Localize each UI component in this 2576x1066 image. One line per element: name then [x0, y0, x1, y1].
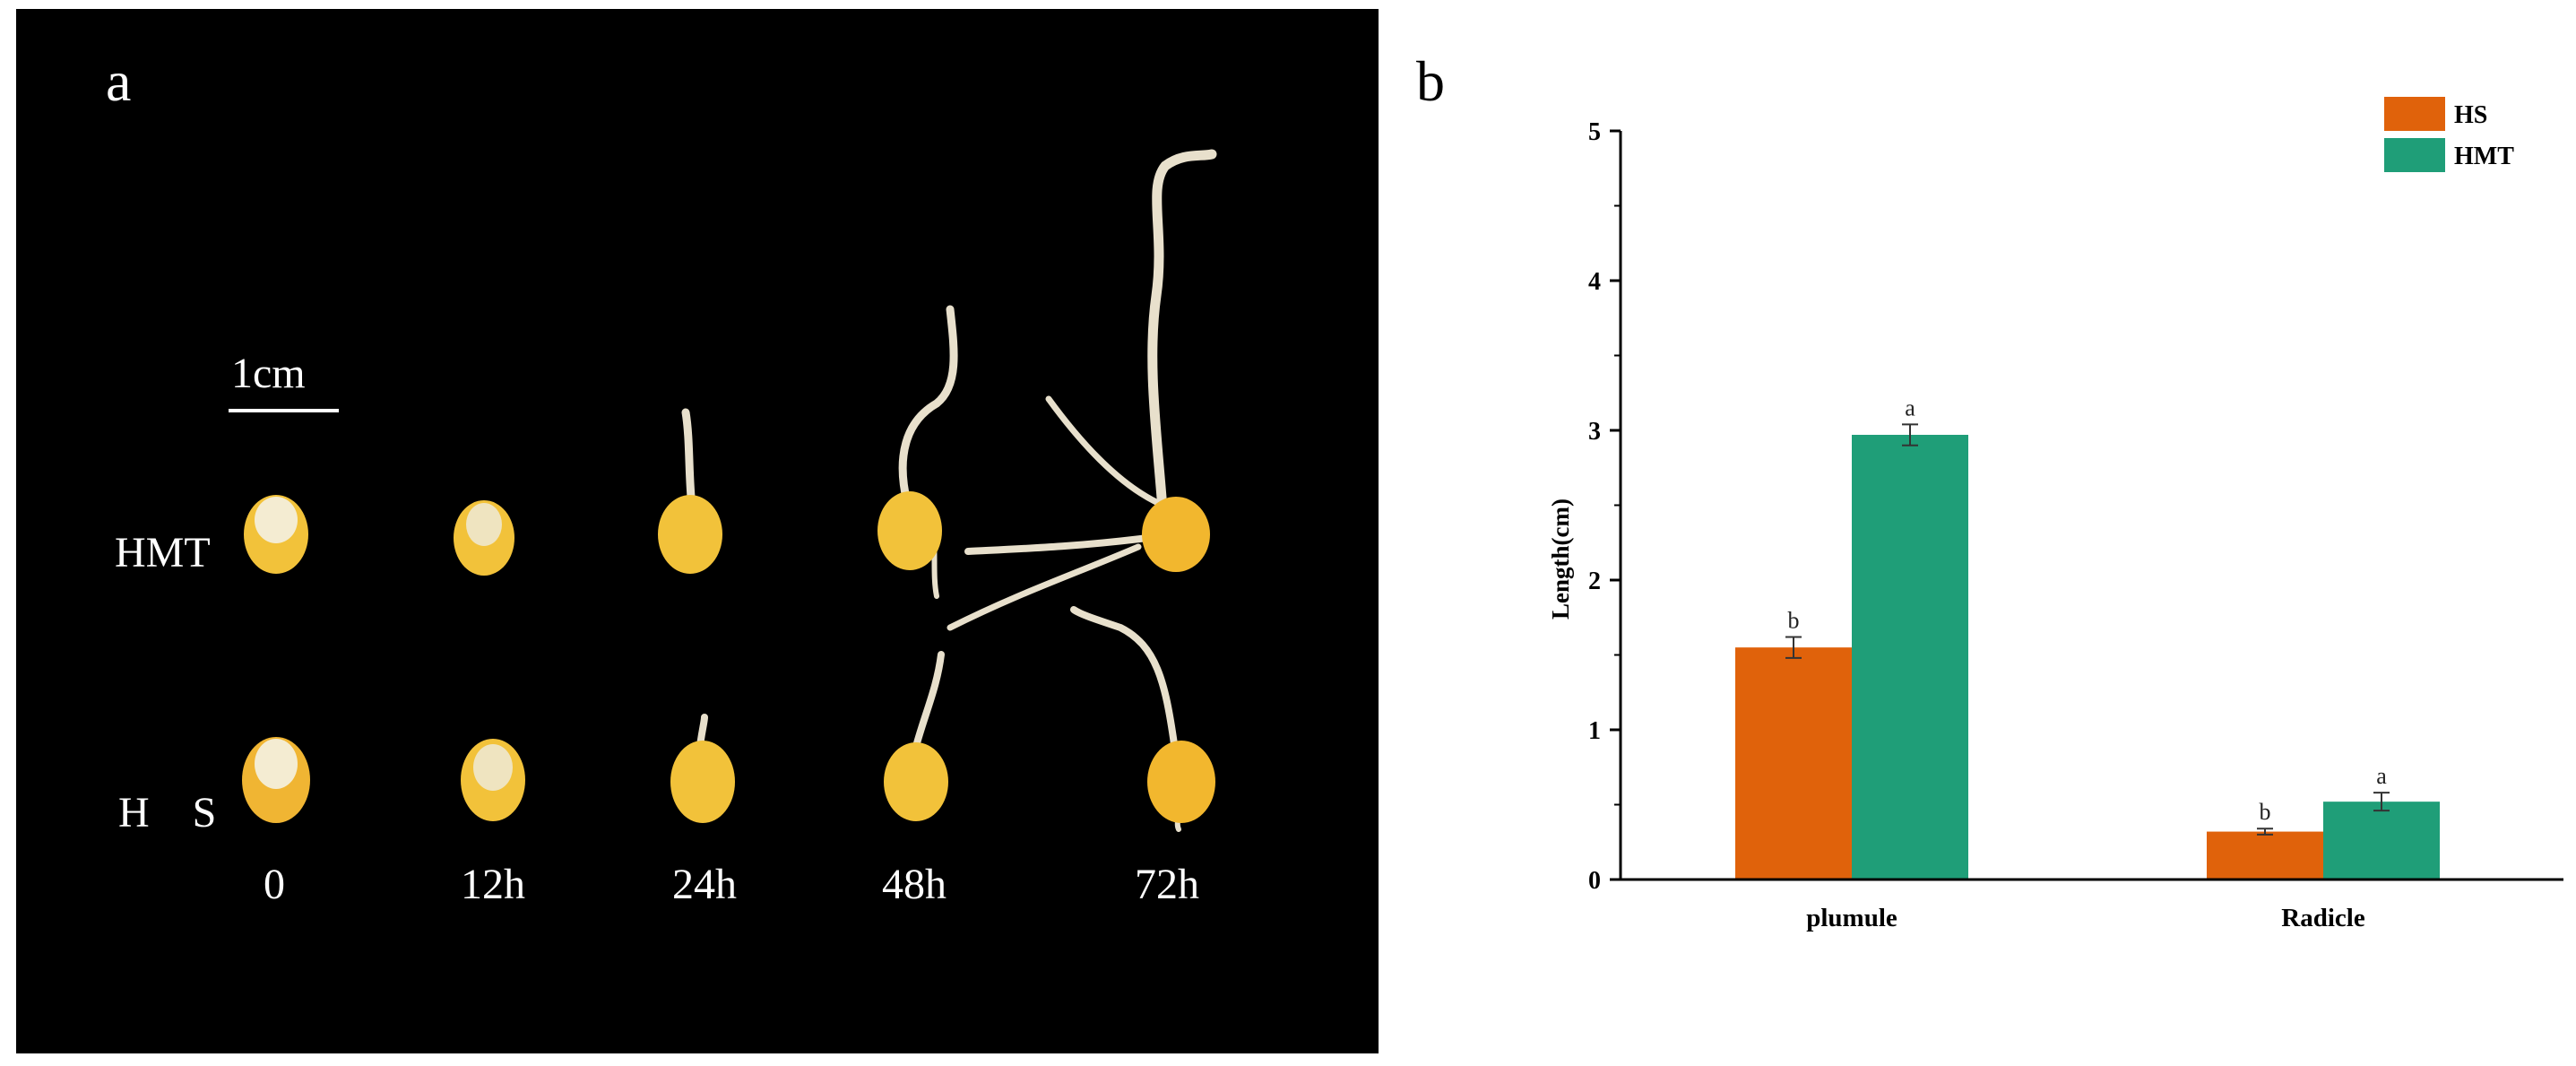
- time-label-12h: 12h: [461, 861, 525, 908]
- kernel-hs-0-germ: [255, 739, 298, 789]
- panel-a-letter: a: [106, 49, 131, 113]
- bar-HMT-Radicle: [2323, 802, 2440, 880]
- sprout-hmt-72h: [1147, 149, 1217, 503]
- legend-label-HMT: HMT: [2454, 143, 2514, 170]
- significance-letter: b: [1788, 607, 1800, 633]
- root-hmt-72h-a: [1045, 395, 1160, 506]
- legend-swatch-HS: [2384, 97, 2445, 131]
- root-hmt-72h-c: [947, 543, 1142, 631]
- kernel-hmt-0-germ: [255, 497, 298, 543]
- y-tick-label: 0: [1588, 867, 1601, 895]
- kernel-hs-24h: [670, 741, 735, 823]
- axes: [1619, 131, 2563, 881]
- y-tick-label: 2: [1588, 568, 1601, 595]
- bar-HS-Radicle: [2207, 831, 2323, 880]
- sprout-hs-48h: [911, 651, 945, 757]
- photo-figure: a 1cm HMT H S 0 12h 24h 48h 72h: [16, 9, 1379, 1053]
- y-tick-label: 5: [1588, 118, 1601, 146]
- legend: HS HMT: [2384, 97, 2514, 172]
- y-axis-ticks: 0 1 2 3 4 5: [1588, 118, 1621, 895]
- row-label-hmt: HMT: [115, 529, 211, 576]
- significance-letter: b: [2260, 799, 2271, 825]
- legend-label-HS: HS: [2454, 101, 2487, 129]
- kernels: [242, 491, 1215, 823]
- time-label-48h: 48h: [882, 861, 947, 908]
- bars: b a b a: [1735, 394, 2440, 880]
- y-tick-label: 3: [1588, 418, 1601, 446]
- sprout-hmt-48h: [898, 305, 958, 507]
- row-label-hs: H S: [118, 789, 216, 836]
- kernel-hs-48h: [884, 742, 948, 821]
- time-label-72h: 72h: [1135, 861, 1199, 908]
- kernel-hmt-48h: [877, 491, 942, 570]
- time-label-0: 0: [264, 861, 285, 908]
- root-hmt-72h-b: [964, 534, 1151, 555]
- significance-letter: a: [2376, 763, 2387, 789]
- x-tick-labels: plumule Radicle: [1806, 904, 2365, 932]
- legend-swatch-HMT: [2384, 138, 2445, 172]
- bar-HS-plumule: [1735, 647, 1852, 880]
- kernel-hmt-24h: [658, 495, 722, 574]
- y-tick-label: 4: [1588, 268, 1601, 296]
- significance-letter: a: [1905, 394, 1915, 420]
- y-axis-label: Length(cm): [1547, 498, 1574, 620]
- sprout-hs-72h: [1070, 606, 1178, 748]
- time-labels: 0 12h 24h 48h 72h: [264, 861, 1199, 908]
- kernel-hmt-12h-germ: [466, 503, 502, 546]
- x-tick-label: Radicle: [2281, 904, 2365, 932]
- x-tick-label: plumule: [1806, 904, 1897, 932]
- kernel-hmt-72h: [1142, 497, 1210, 572]
- panel-a-photo: a 1cm HMT H S 0 12h 24h 48h 72h: [16, 9, 1379, 1053]
- kernel-hs-72h: [1147, 741, 1215, 823]
- bar-HMT-plumule: [1852, 435, 1968, 880]
- panel-b-letter: b: [1416, 49, 1445, 113]
- time-label-24h: 24h: [672, 861, 737, 908]
- scale-bar-label: 1cm: [231, 350, 306, 397]
- kernel-hs-12h-germ: [473, 744, 513, 791]
- y-tick-label: 1: [1588, 717, 1601, 745]
